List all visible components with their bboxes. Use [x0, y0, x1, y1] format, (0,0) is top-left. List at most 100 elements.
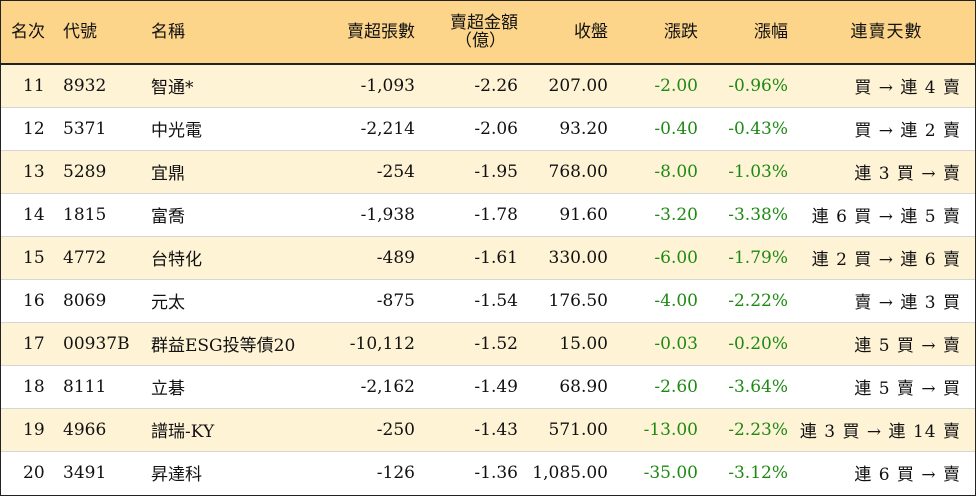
cell-rank: 19 — [1, 408, 59, 452]
cell-code: 4966 — [59, 408, 141, 452]
cell-pct: -0.43% — [708, 107, 798, 151]
cell-shares: -1,093 — [309, 64, 425, 108]
cell-name: 台特化 — [141, 236, 309, 280]
cell-code: 00937B — [59, 322, 141, 366]
header-close[interactable]: 收盤 — [528, 1, 618, 65]
cell-streak: 連 3 買 → 連 14 賣 — [798, 408, 975, 452]
cell-streak: 賣 → 連 3 買 — [798, 279, 975, 323]
cell-pct: -0.96% — [708, 64, 798, 108]
table-row[interactable]: 18 8111 立碁 -2,162 -1.49 68.90 -2.60 -3.6… — [1, 365, 975, 409]
table-row[interactable]: 12 5371 中光電 -2,214 -2.06 93.20 -0.40 -0.… — [1, 107, 975, 151]
cell-pct: -2.22% — [708, 279, 798, 323]
cell-name: 宜鼎 — [141, 150, 309, 194]
table-row[interactable]: 15 4772 台特化 -489 -1.61 330.00 -6.00 -1.7… — [1, 236, 975, 280]
cell-shares: -1,938 — [309, 193, 425, 237]
header-net-sell-amount-line1: 賣超金額 — [450, 13, 518, 33]
header-rank[interactable]: 名次 — [1, 1, 59, 65]
cell-amount: -1.95 — [425, 150, 528, 194]
cell-rank: 17 — [1, 322, 59, 366]
cell-close: 1,085.00 — [532, 462, 608, 483]
table-row[interactable]: 11 8932 智通* -1,093 -2.26 207.00 -2.00 -0… — [1, 64, 975, 108]
header-name[interactable]: 名稱 — [141, 1, 309, 65]
cell-shares: -489 — [309, 236, 425, 280]
cell-name: 昇達科 — [151, 465, 202, 486]
cell-amount: -1.49 — [425, 365, 528, 409]
cell-change: -4.00 — [618, 279, 708, 323]
cell-amount: -1.54 — [425, 279, 528, 323]
cell-close: 571.00 — [528, 408, 618, 452]
cell-change: -0.40 — [618, 107, 708, 151]
table-row[interactable]: 16 8069 元太 -875 -1.54 176.50 -4.00 -2.22… — [1, 279, 975, 323]
table-header-row: 名次 代號 名稱 賣超張數 賣超金額 （億） 收盤 漲跌 漲幅 連賣天數 — [1, 1, 975, 65]
cell-rank: 12 — [1, 107, 59, 151]
cell-code: 1815 — [59, 193, 141, 237]
cell-name: 元太 — [141, 279, 309, 323]
header-code[interactable]: 代號 — [59, 1, 141, 65]
cell-streak: 買 → 連 2 賣 — [798, 107, 975, 151]
cell-rank: 13 — [1, 150, 59, 194]
header-net-sell-amount-line2: （億） — [455, 31, 506, 51]
cell-streak: 連 5 買 → 賣 — [798, 322, 975, 366]
cell-name: 智通* — [141, 64, 309, 108]
cell-rank: 11 — [1, 64, 59, 108]
cell-amount: -2.06 — [425, 107, 528, 151]
cell-rank: 18 — [1, 365, 59, 409]
cell-close: 207.00 — [528, 64, 618, 108]
cell-code: 3491 — [63, 462, 107, 483]
cell-streak: 連 2 買 → 連 6 賣 — [798, 236, 975, 280]
header-change[interactable]: 漲跌 — [618, 1, 708, 65]
table-row[interactable]: 14 1815 富喬 -1,938 -1.78 91.60 -3.20 -3.3… — [1, 193, 975, 237]
cell-change: -35.00 — [643, 462, 698, 483]
table-body: 11 8932 智通* -1,093 -2.26 207.00 -2.00 -0… — [1, 64, 975, 494]
cell-change: -13.00 — [618, 408, 708, 452]
cell-pct: -1.03% — [708, 150, 798, 194]
cell-amount: -1.36 — [474, 462, 518, 483]
cell-streak: 連 6 買 → 賣 — [854, 465, 961, 486]
cell-code: 8111 — [59, 365, 141, 409]
cell-change: -2.00 — [618, 64, 708, 108]
cell-streak: 連 6 買 → 連 5 賣 — [798, 193, 975, 237]
table-row[interactable]: 17 00937B 群益ESG投等債20 -10,112 -1.52 15.00… — [1, 322, 975, 366]
cell-pct: -3.64% — [708, 365, 798, 409]
table-row[interactable]: 13 5289 宜鼎 -254 -1.95 768.00 -8.00 -1.03… — [1, 150, 975, 194]
cell-change: -3.20 — [618, 193, 708, 237]
cell-close: 176.50 — [528, 279, 618, 323]
cell-pct: -0.20% — [708, 322, 798, 366]
cell-name: 立碁 — [141, 365, 309, 409]
cell-close: 93.20 — [528, 107, 618, 151]
table-row[interactable]: 20 3491 昇達科 -126 -1.36 1,085.00 -35.00 -… — [1, 451, 975, 494]
cell-streak: 連 3 買 → 賣 — [798, 150, 975, 194]
cell-change: -0.03 — [618, 322, 708, 366]
header-streak[interactable]: 連賣天數 — [798, 1, 975, 65]
header-net-sell-amount[interactable]: 賣超金額 （億） — [425, 1, 528, 65]
cell-shares: -254 — [309, 150, 425, 194]
cell-code: 8069 — [59, 279, 141, 323]
cell-pct: -1.79% — [708, 236, 798, 280]
cell-rank: 14 — [1, 193, 59, 237]
table-row[interactable]: 19 4966 譜瑞-KY -250 -1.43 571.00 -13.00 -… — [1, 408, 975, 452]
cell-rank: 15 — [1, 236, 59, 280]
cell-close: 91.60 — [528, 193, 618, 237]
cell-name: 中光電 — [141, 107, 309, 151]
cell-close: 330.00 — [528, 236, 618, 280]
cell-pct: -3.12% — [728, 462, 788, 483]
cell-code: 4772 — [59, 236, 141, 280]
header-pct-change[interactable]: 漲幅 — [708, 1, 798, 65]
cell-amount: -1.52 — [425, 322, 528, 366]
cell-name: 譜瑞-KY — [141, 408, 309, 452]
header-net-sell-shares[interactable]: 賣超張數 — [309, 1, 425, 65]
cell-amount: -1.78 — [425, 193, 528, 237]
cell-amount: -1.61 — [425, 236, 528, 280]
cell-shares: -875 — [309, 279, 425, 323]
cell-shares: -2,162 — [309, 365, 425, 409]
cell-streak: 連 5 賣 → 買 — [798, 365, 975, 409]
cell-close: 768.00 — [528, 150, 618, 194]
cell-close: 15.00 — [528, 322, 618, 366]
cell-name: 群益ESG投等債20 — [141, 322, 309, 366]
cell-shares: -2,214 — [309, 107, 425, 151]
cell-change: -8.00 — [618, 150, 708, 194]
cell-shares: -126 — [376, 462, 415, 483]
cell-pct: -3.38% — [708, 193, 798, 237]
